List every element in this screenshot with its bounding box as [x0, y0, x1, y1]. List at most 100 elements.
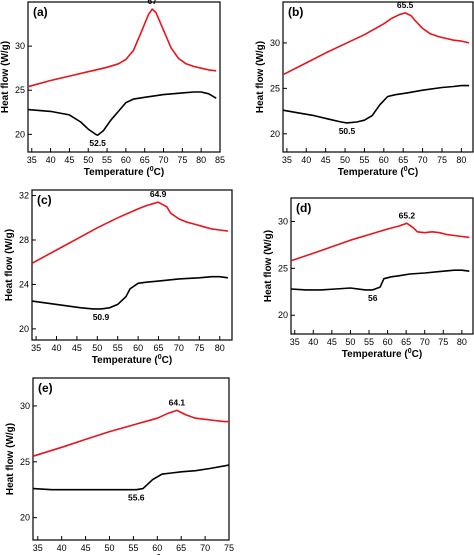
- x-tick-label: 35: [27, 155, 37, 165]
- x-tick-label: 35: [282, 155, 292, 165]
- y-tick-label: 20: [20, 513, 30, 523]
- heating-curve-red: [282, 12, 470, 76]
- peak-annotation: 50.5: [339, 126, 356, 136]
- x-tick-label: 45: [72, 343, 82, 353]
- plot-frame: [282, 1, 474, 153]
- x-tick-label: 75: [224, 543, 234, 553]
- x-tick-label: 65: [398, 155, 408, 165]
- y-axis-title: Heat flow (W/g): [263, 230, 274, 302]
- x-tick-label: 65: [401, 337, 411, 347]
- peak-annotation: 65.5: [397, 0, 414, 10]
- x-tick-label: 50: [340, 155, 350, 165]
- x-tick-label: 45: [321, 155, 331, 165]
- x-tick-label: 40: [51, 343, 61, 353]
- x-axis-title: Temperature (0C): [342, 348, 422, 360]
- y-axis-title: Heat flow (W/g): [4, 229, 15, 301]
- heating-curve-black: [32, 464, 230, 491]
- peak-annotation: 56: [368, 293, 378, 303]
- peak-annotation: 52.5: [89, 138, 106, 148]
- chart-panel-1: 35 40 45 50 55 60 65 70 75 80 85 20 25 30 Temperature …: [0, 0, 225, 178]
- x-tick-label: 65: [176, 543, 186, 553]
- heating-curve-red: [290, 222, 470, 262]
- y-tick-label: 25: [15, 85, 25, 95]
- x-tick-label: 60: [383, 337, 393, 347]
- x-tick-label: 80: [457, 337, 467, 347]
- x-axis-title: Temperature (0C): [84, 166, 164, 178]
- x-tick-label: 35: [31, 343, 41, 353]
- y-tick-label: 28: [19, 235, 29, 245]
- x-tick-label: 60: [121, 155, 131, 165]
- y-tick-label: 20: [270, 129, 280, 139]
- plot-frame: [31, 189, 233, 341]
- x-tick-label: 80: [456, 155, 466, 165]
- peak-annotation: 64.9: [150, 189, 167, 199]
- x-tick-label: 50: [104, 543, 114, 553]
- peak-annotation: 67: [148, 0, 158, 6]
- x-tick-label: 45: [327, 337, 337, 347]
- y-tick-label: 25: [278, 263, 288, 273]
- x-tick-label: 55: [364, 337, 374, 347]
- x-tick-label: 60: [133, 343, 143, 353]
- x-axis-title: Temperature (0C): [338, 166, 418, 178]
- x-tick-label: 55: [128, 543, 138, 553]
- y-tick-label: 30: [15, 41, 25, 51]
- x-tick-label: 75: [438, 337, 448, 347]
- x-tick-label: 50: [345, 337, 355, 347]
- chart-panel-2: 35 40 45 50 55 60 65 70 75 80 20 25 30 Temperature (0…: [255, 0, 474, 178]
- heating-curve-black: [31, 275, 229, 310]
- y-axis-title: Heat flow (W/g): [255, 41, 266, 113]
- panel-label: (d): [296, 201, 311, 215]
- heating-curve-red: [27, 8, 217, 88]
- y-tick-label: 24: [19, 279, 29, 289]
- peak-annotation: 65.2: [399, 210, 416, 220]
- x-tick-label: 65: [154, 343, 164, 353]
- plot-frame: [27, 1, 221, 153]
- x-tick-label: 80: [196, 155, 206, 165]
- heating-curve-black: [282, 84, 470, 124]
- plot-frame: [32, 377, 230, 541]
- heating-curve-black: [27, 91, 217, 136]
- x-tick-label: 35: [290, 337, 300, 347]
- x-tick-label: 70: [418, 155, 428, 165]
- y-axis-title: Heat flow (W/g): [0, 41, 11, 113]
- x-tick-label: 70: [159, 155, 169, 165]
- y-tick-label: 30: [20, 401, 30, 411]
- heating-curve-red: [32, 409, 229, 457]
- x-tick-label: 70: [420, 337, 430, 347]
- x-axis-title: Temperature (0C): [92, 354, 172, 366]
- x-tick-label: 75: [177, 155, 187, 165]
- heating-curve-red: [31, 201, 229, 265]
- x-tick-label: 50: [92, 343, 102, 353]
- x-tick-label: 40: [301, 155, 311, 165]
- x-tick-label: 40: [308, 337, 318, 347]
- x-tick-label: 50: [83, 155, 93, 165]
- x-tick-label: 75: [437, 155, 447, 165]
- x-tick-label: 55: [113, 343, 123, 353]
- x-tick-label: 60: [152, 543, 162, 553]
- plot-frame: [290, 197, 474, 335]
- y-tick-label: 25: [20, 457, 30, 467]
- x-tick-label: 55: [359, 155, 369, 165]
- x-tick-label: 35: [33, 543, 43, 553]
- x-tick-label: 65: [140, 155, 150, 165]
- chart-panel-5: 354045505560657075202530Temperature (0C)…: [5, 377, 234, 555]
- x-tick-label: 80: [215, 343, 225, 353]
- x-tick-label: 45: [64, 155, 74, 165]
- y-tick-label: 30: [270, 38, 280, 48]
- panel-label: (e): [38, 381, 53, 395]
- x-tick-label: 70: [174, 343, 184, 353]
- x-tick-label: 55: [102, 155, 112, 165]
- x-tick-label: 45: [81, 543, 91, 553]
- x-tick-label: 75: [194, 343, 204, 353]
- y-tick-label: 30: [278, 216, 288, 226]
- y-tick-label: 32: [19, 191, 29, 201]
- panel-label: (a): [33, 5, 48, 19]
- y-tick-label: 20: [19, 324, 29, 334]
- x-tick-label: 40: [46, 155, 56, 165]
- chart-panel-4: 35 40 45 50 55 60 65 70 75 80 20 25 30 Temperature (0…: [263, 197, 474, 360]
- y-axis-title: Heat flow (W/g): [5, 423, 16, 495]
- x-tick-label: 40: [57, 543, 67, 553]
- x-tick-label: 70: [200, 543, 210, 553]
- y-tick-label: 25: [270, 83, 280, 93]
